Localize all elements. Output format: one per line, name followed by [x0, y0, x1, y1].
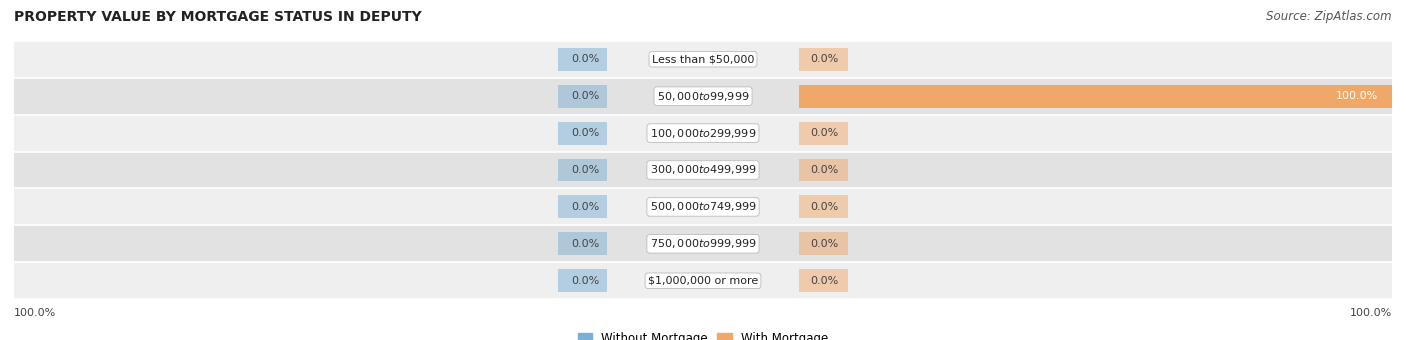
Text: 0.0%: 0.0% [571, 128, 599, 138]
Text: 0.0%: 0.0% [810, 239, 838, 249]
Text: 0.0%: 0.0% [571, 239, 599, 249]
Text: $750,000 to $999,999: $750,000 to $999,999 [650, 237, 756, 250]
Bar [14, 78, 1392, 115]
Text: Source: ZipAtlas.com: Source: ZipAtlas.com [1267, 10, 1392, 23]
Legend: Without Mortgage, With Mortgage: Without Mortgage, With Mortgage [574, 328, 832, 340]
Bar [14, 225, 1392, 262]
Text: 0.0%: 0.0% [571, 91, 599, 101]
Text: 100.0%: 100.0% [1336, 91, 1378, 101]
Text: 0.0%: 0.0% [571, 202, 599, 212]
Text: 100.0%: 100.0% [14, 308, 56, 319]
Bar [800, 85, 1406, 108]
Text: $1,000,000 or more: $1,000,000 or more [648, 276, 758, 286]
Bar [558, 195, 606, 218]
Text: $100,000 to $299,999: $100,000 to $299,999 [650, 126, 756, 140]
Bar [558, 269, 606, 292]
Text: 0.0%: 0.0% [810, 128, 838, 138]
Text: 0.0%: 0.0% [810, 276, 838, 286]
Text: 0.0%: 0.0% [571, 54, 599, 64]
Text: Less than $50,000: Less than $50,000 [652, 54, 754, 64]
Bar [800, 195, 848, 218]
Bar [14, 152, 1392, 188]
Text: 100.0%: 100.0% [1350, 308, 1392, 319]
Bar [800, 158, 848, 182]
Bar [558, 232, 606, 255]
Text: 0.0%: 0.0% [571, 165, 599, 175]
Bar [800, 232, 848, 255]
Bar [558, 85, 606, 108]
Text: 0.0%: 0.0% [810, 54, 838, 64]
Bar [558, 122, 606, 144]
Bar [558, 158, 606, 182]
Text: $300,000 to $499,999: $300,000 to $499,999 [650, 164, 756, 176]
Bar [800, 48, 848, 71]
Text: 0.0%: 0.0% [810, 165, 838, 175]
Bar [800, 122, 848, 144]
Bar [14, 41, 1392, 78]
Text: $50,000 to $99,999: $50,000 to $99,999 [657, 90, 749, 103]
Text: $500,000 to $749,999: $500,000 to $749,999 [650, 200, 756, 214]
Bar [14, 188, 1392, 225]
Text: 0.0%: 0.0% [571, 276, 599, 286]
Bar [14, 262, 1392, 299]
Bar [800, 269, 848, 292]
Bar [558, 48, 606, 71]
Bar [14, 115, 1392, 152]
Text: PROPERTY VALUE BY MORTGAGE STATUS IN DEPUTY: PROPERTY VALUE BY MORTGAGE STATUS IN DEP… [14, 10, 422, 24]
Text: 0.0%: 0.0% [810, 202, 838, 212]
